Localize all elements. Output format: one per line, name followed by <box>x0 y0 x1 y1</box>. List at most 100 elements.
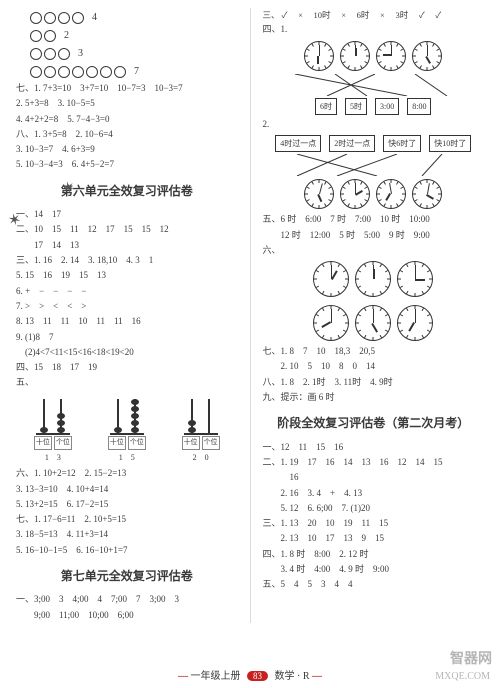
clock-icon <box>412 41 442 71</box>
text-line: 16 <box>257 470 491 485</box>
digit: 1 <box>119 451 123 465</box>
watermark-url: MXQE.COM <box>435 671 490 682</box>
caption: 十位 <box>182 436 200 450</box>
text-line: 八、1. 8 2. 1时 3. 11时 4. 9时 <box>257 375 491 390</box>
clock-row <box>257 261 491 297</box>
text-line: 5. 12 6. 6;00 7. (1)20 <box>257 501 491 516</box>
text-line: 12 时 12:00 5 时 5:00 9 时 9:00 <box>257 228 491 243</box>
time-box-row: 4时过一点 2时过一点 快6时了 快10时了 <box>257 135 491 153</box>
circle-row: 2 <box>30 27 244 44</box>
clock-icon <box>355 305 391 341</box>
text-line: 七、1. 7+3=10 3+7=10 10−7=3 10−3=7 <box>10 81 244 96</box>
text-line: 八、1. 3+5=8 2. 10−6=4 <box>10 127 244 142</box>
clock-icon <box>313 261 349 297</box>
time-box: 5时 <box>345 98 367 116</box>
text-line: 3. 10−3=7 4. 6+3=9 <box>10 142 244 157</box>
text-line: 2. 10 5 10 8 0 14 <box>257 359 491 374</box>
text-line: 3. 13−3=10 4. 10+4=14 <box>10 482 244 497</box>
digit: 3 <box>57 451 61 465</box>
text-line: 二、10 15 11 12 17 15 15 12 <box>10 222 244 237</box>
prefix: 三、 <box>263 10 280 20</box>
caption: 十位 <box>34 436 52 450</box>
time-box-row: 6时 5时 3:00 8:00 <box>257 98 491 116</box>
text-line: 5. 16−10−1=5 6. 16−10+1=7 <box>10 543 244 558</box>
caption: 个位 <box>54 436 72 450</box>
time-box: 3:00 <box>375 98 399 116</box>
circle-row: 3 <box>30 45 244 62</box>
caption: 十位 <box>108 436 126 450</box>
clock-icon <box>412 179 442 209</box>
watermark: 智器网 <box>450 648 492 668</box>
left-column: 4 2 3 7 七、1. 7+3=10 3+7=10 10−7=3 10−3=7… <box>10 8 244 623</box>
clock-icon <box>304 179 334 209</box>
mark: 3时 <box>395 10 408 20</box>
text-line: 7. > > < < > <box>10 299 244 314</box>
text-line: 2. <box>257 117 491 132</box>
caption: 个位 <box>202 436 220 450</box>
text-line: 六、 <box>257 243 491 258</box>
text-line: 2. 5+3=8 3. 10−5=5 <box>10 96 244 111</box>
digit: 2 <box>193 451 197 465</box>
time-box: 快6时了 <box>383 135 421 153</box>
circle-row: 7 <box>30 63 244 80</box>
clock-row <box>257 305 491 341</box>
text-line: 17 14 13 <box>10 238 244 253</box>
text-line: 一、12 11 15 16 <box>257 440 491 455</box>
unit6-heading: 第六单元全效复习评估卷 <box>10 181 244 201</box>
text-line: 四、15 18 17 19 <box>10 360 244 375</box>
clock-icon <box>304 41 334 71</box>
clock-row <box>257 179 491 209</box>
clock-icon <box>340 41 370 71</box>
time-box: 6时 <box>315 98 337 116</box>
clock-icon <box>355 261 391 297</box>
mark: ✓ <box>419 10 425 20</box>
text-line: 3. 4 时 4:00 4. 9 时 9:00 <box>257 562 491 577</box>
digit: 5 <box>131 451 135 465</box>
text-line: 6. + − − − − <box>10 284 244 299</box>
clock-icon <box>376 41 406 71</box>
circle-row: 4 <box>30 9 244 26</box>
mark: × <box>298 10 303 20</box>
text-line: 九、提示：画 6 时 <box>257 390 491 405</box>
text-line: 五、6 时 6:00 7 时 7:00 10 时 10:00 <box>257 212 491 227</box>
count-label: 4 <box>92 9 97 26</box>
count-label: 2 <box>64 27 69 44</box>
text-line: 五、5 4 5 3 4 4 <box>257 577 491 592</box>
count-label: 7 <box>134 63 139 80</box>
mark: × <box>380 10 385 20</box>
text-line: 三、1. 13 20 10 19 11 15 <box>257 516 491 531</box>
text-line: 3. 18−5=13 4. 11+3=14 <box>10 527 244 542</box>
text-line: 4. 4+2+2=8 5. 7−4−3=0 <box>10 112 244 127</box>
text-line: (2)4<7<11<15<16<18<19<20 <box>10 345 244 360</box>
time-box: 快10时了 <box>429 135 471 153</box>
count-label: 3 <box>78 45 83 62</box>
text-line: 5. 13+2=15 6. 17−2=15 <box>10 497 244 512</box>
text-line: 5. 10−3−4=3 6. 4+5−2=7 <box>10 157 244 172</box>
clock-icon <box>397 261 433 297</box>
text-line: 三、1. 16 2. 14 3. 18,10 4. 3 1 <box>10 253 244 268</box>
text-line: 五、 <box>10 375 244 390</box>
caption: 个位 <box>128 436 146 450</box>
clock-icon <box>397 305 433 341</box>
digit: 0 <box>205 451 209 465</box>
text-line: 七、1. 17−6=11 2. 10+5=15 <box>10 512 244 527</box>
unit7-heading: 第七单元全效复习评估卷 <box>10 566 244 586</box>
mark: 6时 <box>357 10 370 20</box>
time-box: 4时过一点 <box>275 135 321 153</box>
text-line: 二、1. 19 17 16 14 13 16 12 14 15 <box>257 455 491 470</box>
footer-left: 一年级上册 <box>191 671 241 682</box>
text-line: 一、14 17 <box>10 207 244 222</box>
right-column: 三、 ✓ × 10时 × 6时 × 3时 ✓ ✓ 四、1. 6时 5时 3:00 <box>257 8 491 623</box>
footer-right: 数学 · R <box>275 671 310 682</box>
page-number: 83 <box>247 671 268 681</box>
text-line: 七、1. 8 7 10 18,3 20,5 <box>257 344 491 359</box>
clock-row <box>257 41 491 71</box>
abacus: 十位个位 15 <box>108 395 146 464</box>
abacus: 十位个位 13 <box>34 395 72 464</box>
mark: × <box>341 10 346 20</box>
text-line: 5. 15 16 19 15 13 <box>10 268 244 283</box>
text-line: 六、1. 10+2=12 2. 15−2=13 <box>10 466 244 481</box>
section-three: 三、 ✓ × 10时 × 6时 × 3时 ✓ ✓ <box>257 8 491 22</box>
mark: 10时 <box>314 10 331 20</box>
digit: 1 <box>45 451 49 465</box>
